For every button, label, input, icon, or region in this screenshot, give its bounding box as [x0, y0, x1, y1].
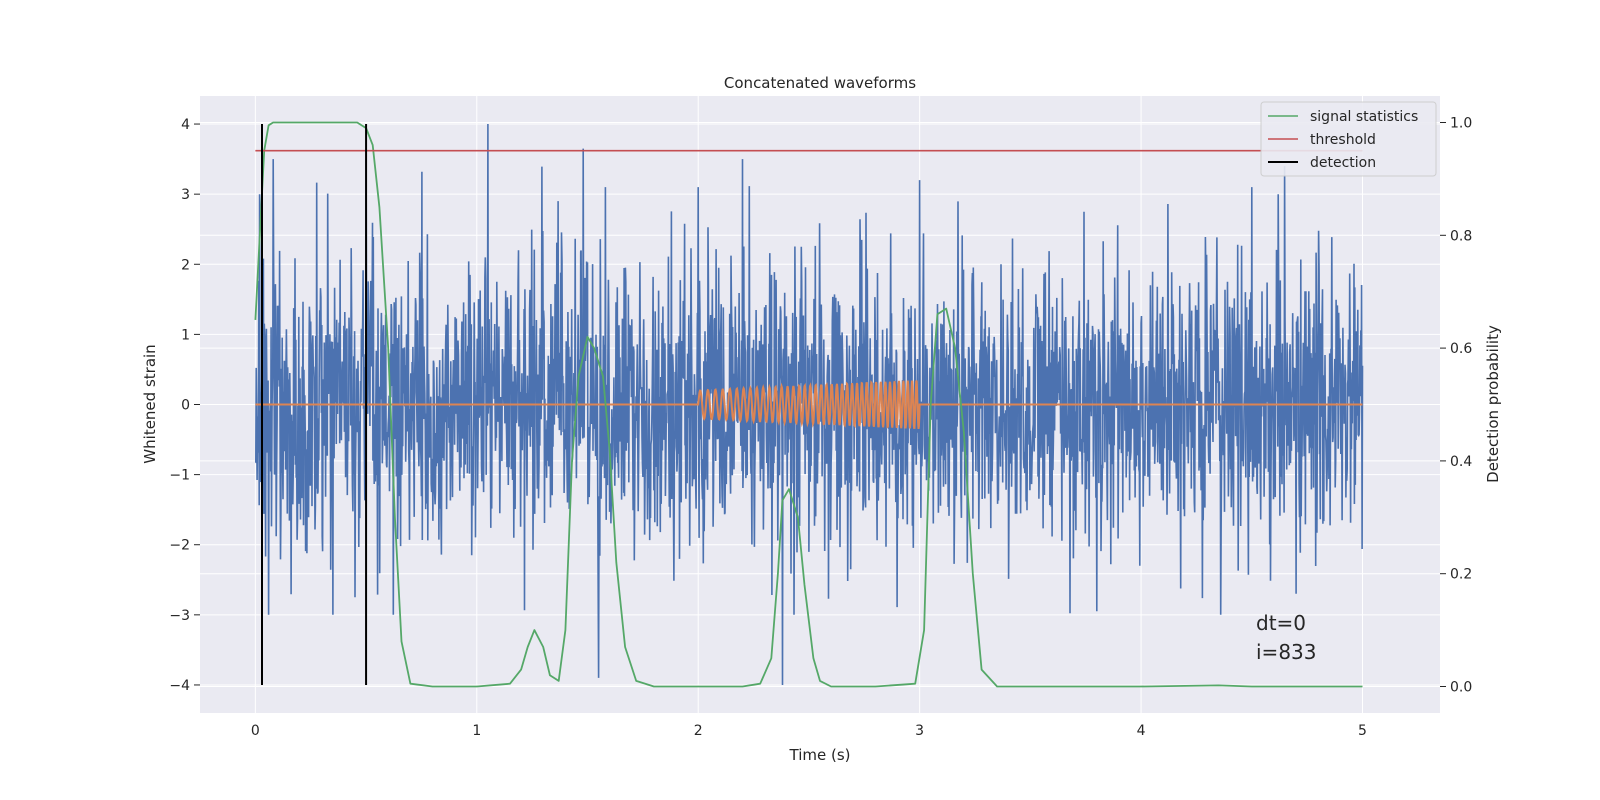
y2-tick-label: 0.8: [1450, 228, 1472, 244]
y2-tick-label: 0.0: [1450, 679, 1472, 695]
x-tick-label: 5: [1358, 723, 1367, 739]
y-tick-label: −3: [169, 608, 190, 624]
x-tick-label: 1: [472, 723, 481, 739]
annotation-dt: dt=0: [1256, 611, 1306, 635]
x-tick-label: 4: [1137, 723, 1146, 739]
x-tick-label: 0: [251, 723, 260, 739]
y-tick-label: −2: [169, 538, 190, 554]
y-tick-label: 4: [181, 117, 190, 133]
y2-tick-label: 0.2: [1450, 567, 1472, 583]
chart-title: Concatenated waveforms: [724, 74, 916, 92]
y2-tick-label: 1.0: [1450, 116, 1472, 132]
detection-series: [261, 124, 368, 685]
injected-waveform-line: [255, 380, 1363, 430]
legend: signal statistics threshold detection: [1260, 101, 1437, 177]
legend-label-threshold: threshold: [1310, 132, 1376, 148]
y-tick-label: 1: [181, 327, 190, 343]
tick-labels: 0 1 2 3 4 5 −4 −3 −2 −1 0 1 2 3 4 0.0 0.2 0.4 0.6 0.8 1.0: [169, 116, 1472, 739]
probability-series: [254, 121, 1363, 688]
injected-waveform-series: [255, 380, 1363, 430]
legend-label-signal-statistics: signal statistics: [1310, 109, 1418, 125]
x-axis-label: Time (s): [789, 746, 851, 764]
x-tick-label: 2: [694, 723, 703, 739]
y-tick-label: −4: [169, 678, 190, 694]
signal-statistics-line: [254, 121, 1363, 688]
y-tick-label: 0: [181, 398, 190, 414]
y2-axis-label: Detection probability: [1484, 325, 1502, 483]
whitened-strain-series: [255, 123, 1364, 686]
y-tick-label: 2: [181, 257, 190, 273]
y-tick-label: −1: [169, 468, 190, 484]
legend-box: [1260, 101, 1437, 177]
strain-line: [255, 123, 1364, 686]
y-axis-label: Whitened strain: [141, 344, 159, 463]
x-tick-label: 3: [915, 723, 924, 739]
y-tick-label: 3: [181, 187, 190, 203]
y2-tick-label: 0.6: [1450, 341, 1472, 357]
legend-label-detection: detection: [1310, 155, 1376, 171]
annotation-i: i=833: [1256, 640, 1317, 664]
y2-tick-label: 0.4: [1450, 454, 1472, 470]
